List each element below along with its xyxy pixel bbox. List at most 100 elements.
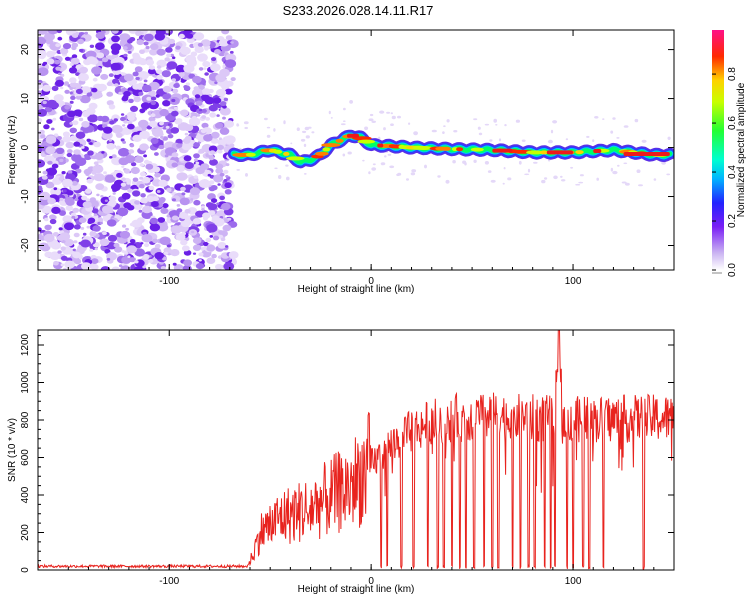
colorbar-tick-label: 0.2 (727, 214, 738, 228)
noise-speckle (490, 179, 496, 183)
noise-speckle (93, 141, 101, 148)
noise-speckle (198, 67, 204, 71)
noise-speckle (201, 39, 211, 47)
noise-speckle (213, 174, 224, 183)
noise-speckle (285, 164, 289, 167)
noise-speckle (114, 83, 119, 87)
noise-speckle (38, 242, 49, 251)
noise-speckle (178, 33, 185, 39)
noise-speckle (148, 90, 156, 97)
noise-speckle (166, 214, 170, 218)
noise-speckle (128, 149, 135, 154)
noise-speckle (484, 161, 489, 165)
noise-speckle (90, 264, 99, 270)
noise-speckle (140, 242, 144, 245)
noise-speckle (617, 164, 620, 167)
noise-speckle (100, 115, 110, 123)
noise-speckle (193, 158, 198, 162)
noise-speckle (127, 50, 132, 54)
noise-speckle (91, 87, 98, 93)
noise-speckle (73, 258, 82, 265)
noise-speckle (89, 197, 96, 203)
noise-speckle (208, 210, 216, 216)
ridge-peak (377, 143, 384, 148)
noise-speckle (38, 37, 47, 44)
noise-speckle (171, 88, 179, 94)
noise-speckle (197, 84, 205, 91)
noise-speckle (53, 94, 64, 102)
noise-speckle (575, 183, 581, 186)
noise-speckle (431, 129, 437, 133)
noise-speckle (166, 61, 178, 70)
noise-speckle (75, 88, 83, 95)
noise-speckle (148, 116, 156, 122)
spectrogram-xlabel: Height of straight line (km) (298, 284, 415, 295)
noise-speckle (224, 135, 236, 144)
noise-speckle (129, 239, 136, 244)
noise-speckle (487, 170, 492, 173)
noise-speckle (46, 58, 55, 65)
noise-speckle (200, 205, 206, 209)
noise-speckle (163, 251, 169, 256)
noise-speckle (100, 73, 109, 80)
noise-speckle (213, 97, 222, 104)
y-tick-label: 200 (20, 524, 31, 541)
noise-speckle (524, 173, 530, 176)
noise-speckle (43, 233, 55, 243)
noise-speckle (184, 162, 194, 169)
noise-speckle (214, 49, 221, 55)
noise-speckle (111, 183, 121, 192)
noise-speckle (141, 234, 153, 243)
noise-speckle (146, 196, 155, 203)
snr-line (38, 330, 674, 570)
noise-speckle (389, 165, 395, 169)
x-tick-label: 100 (565, 576, 582, 587)
noise-speckle (79, 48, 84, 53)
noise-speckle (170, 225, 182, 234)
noise-speckle (131, 219, 143, 228)
noise-speckle (384, 155, 387, 158)
noise-speckle (154, 252, 164, 260)
noise-speckle (201, 115, 207, 119)
y-tick-label: 1200 (20, 333, 31, 356)
noise-speckle (274, 167, 278, 170)
noise-speckle (38, 118, 43, 123)
noise-speckle (152, 128, 164, 137)
noise-speckle (278, 175, 282, 179)
noise-speckle (91, 90, 103, 99)
noise-speckle (264, 117, 268, 121)
noise-speckle (43, 124, 50, 130)
noise-speckle (666, 173, 671, 176)
noise-speckle (44, 32, 55, 41)
noise-speckle (94, 247, 99, 251)
noise-speckle (424, 164, 427, 169)
noise-speckle (453, 130, 458, 133)
noise-speckle (185, 54, 197, 64)
noise-speckle (195, 263, 205, 270)
noise-speckle (45, 168, 52, 173)
noise-speckle (437, 175, 441, 178)
noise-speckle (156, 190, 161, 193)
noise-speckle (443, 125, 446, 128)
noise-speckle (225, 35, 233, 41)
noise-speckle (103, 171, 107, 175)
noise-speckle (210, 137, 219, 144)
noise-speckle (146, 146, 150, 149)
noise-speckle (79, 94, 91, 104)
spectrogram-ridge (227, 129, 674, 169)
noise-speckle (191, 115, 197, 120)
noise-speckle (236, 169, 240, 171)
noise-speckle (55, 79, 64, 87)
noise-speckle (193, 199, 201, 206)
noise-speckle (286, 176, 290, 181)
noise-speckle (215, 163, 224, 170)
noise-speckle (163, 121, 173, 130)
noise-speckle (362, 159, 365, 162)
noise-speckle (203, 246, 208, 249)
noise-speckle (71, 33, 79, 38)
noise-speckle (638, 184, 643, 187)
noise-speckle (207, 193, 216, 200)
noise-speckle (86, 92, 93, 97)
noise-speckle (69, 135, 78, 142)
